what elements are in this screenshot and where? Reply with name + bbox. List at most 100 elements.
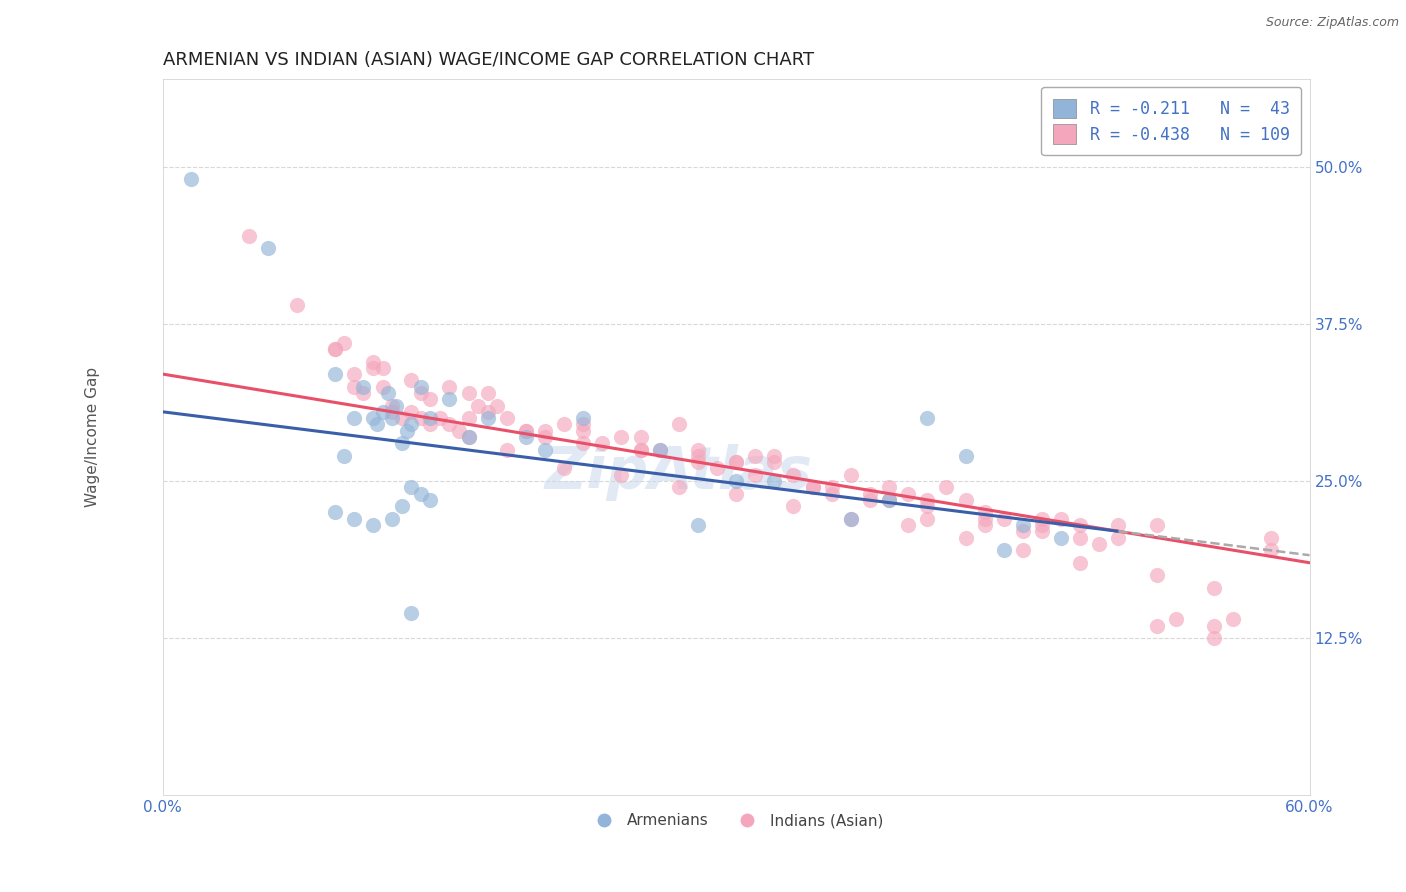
- Point: [486, 399, 509, 413]
- Point: [515, 424, 537, 438]
- Point: [839, 512, 862, 526]
- Point: [495, 442, 517, 457]
- Point: [401, 373, 423, 387]
- Point: [725, 486, 748, 500]
- Point: [859, 486, 882, 500]
- Point: [877, 492, 900, 507]
- Point: [782, 499, 804, 513]
- Point: [419, 492, 441, 507]
- Point: [409, 486, 432, 500]
- Point: [343, 411, 366, 425]
- Point: [686, 442, 709, 457]
- Point: [180, 172, 202, 186]
- Point: [1050, 512, 1073, 526]
- Point: [477, 386, 499, 401]
- Point: [534, 424, 557, 438]
- Point: [1107, 518, 1129, 533]
- Point: [821, 480, 844, 494]
- Point: [457, 386, 479, 401]
- Point: [553, 417, 575, 432]
- Point: [725, 455, 748, 469]
- Legend: Armenians, Indians (Asian): Armenians, Indians (Asian): [583, 807, 890, 834]
- Point: [801, 480, 824, 494]
- Point: [839, 467, 862, 482]
- Point: [973, 518, 995, 533]
- Point: [361, 360, 384, 375]
- Point: [385, 399, 408, 413]
- Point: [553, 461, 575, 475]
- Point: [377, 386, 399, 401]
- Point: [897, 486, 920, 500]
- Point: [1011, 543, 1033, 558]
- Point: [323, 505, 346, 519]
- Point: [419, 392, 441, 407]
- Point: [1069, 518, 1091, 533]
- Point: [495, 411, 517, 425]
- Point: [610, 430, 633, 444]
- Point: [323, 342, 346, 356]
- Y-axis label: Wage/Income Gap: Wage/Income Gap: [86, 367, 100, 507]
- Point: [955, 531, 977, 545]
- Point: [1031, 512, 1053, 526]
- Point: [725, 474, 748, 488]
- Point: [391, 499, 413, 513]
- Point: [401, 405, 423, 419]
- Point: [447, 424, 470, 438]
- Point: [323, 342, 346, 356]
- Point: [353, 379, 375, 393]
- Point: [572, 436, 595, 450]
- Point: [993, 543, 1015, 558]
- Point: [1031, 518, 1053, 533]
- Point: [343, 367, 366, 381]
- Point: [648, 442, 671, 457]
- Point: [1069, 556, 1091, 570]
- Point: [333, 335, 356, 350]
- Point: [439, 379, 461, 393]
- Point: [973, 512, 995, 526]
- Point: [396, 424, 419, 438]
- Text: ZipAtlas: ZipAtlas: [544, 444, 813, 501]
- Point: [381, 399, 404, 413]
- Point: [993, 512, 1015, 526]
- Point: [1011, 518, 1033, 533]
- Point: [763, 449, 786, 463]
- Point: [917, 411, 939, 425]
- Point: [534, 430, 557, 444]
- Point: [763, 474, 786, 488]
- Point: [323, 367, 346, 381]
- Point: [401, 480, 423, 494]
- Point: [648, 442, 671, 457]
- Point: [686, 518, 709, 533]
- Point: [668, 417, 690, 432]
- Point: [361, 354, 384, 368]
- Point: [1050, 531, 1073, 545]
- Point: [1107, 531, 1129, 545]
- Point: [467, 399, 489, 413]
- Point: [955, 492, 977, 507]
- Point: [409, 379, 432, 393]
- Point: [333, 449, 356, 463]
- Point: [917, 512, 939, 526]
- Point: [381, 405, 404, 419]
- Point: [935, 480, 957, 494]
- Point: [457, 430, 479, 444]
- Point: [973, 505, 995, 519]
- Point: [343, 379, 366, 393]
- Point: [1202, 618, 1225, 632]
- Point: [534, 442, 557, 457]
- Point: [782, 467, 804, 482]
- Point: [801, 480, 824, 494]
- Point: [515, 424, 537, 438]
- Point: [371, 360, 394, 375]
- Point: [877, 480, 900, 494]
- Point: [401, 417, 423, 432]
- Point: [257, 241, 280, 255]
- Point: [285, 298, 308, 312]
- Point: [391, 436, 413, 450]
- Point: [1260, 531, 1282, 545]
- Point: [361, 518, 384, 533]
- Point: [917, 492, 939, 507]
- Point: [572, 411, 595, 425]
- Point: [859, 492, 882, 507]
- Point: [1222, 612, 1244, 626]
